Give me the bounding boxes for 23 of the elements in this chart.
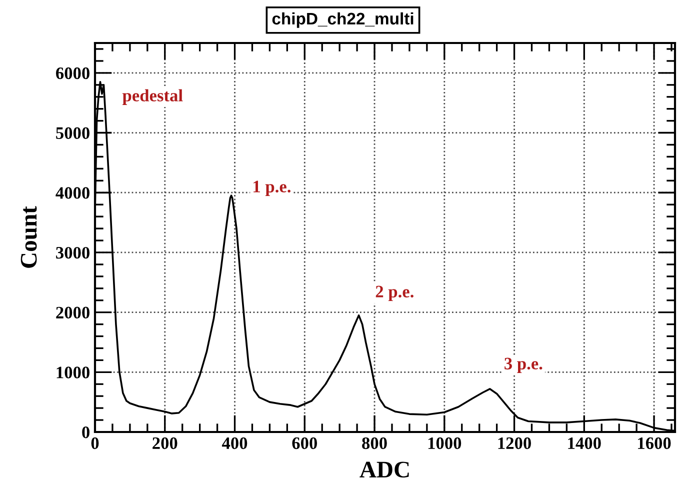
- x-tick-label: 1600: [638, 437, 671, 450]
- annotation: 3 p.e.: [504, 358, 542, 373]
- x-tick-label: 0: [91, 437, 99, 450]
- y-axis-title: Count: [20, 206, 37, 268]
- y-tick-label: 0: [82, 426, 90, 438]
- x-tick-label: 800: [362, 437, 387, 450]
- annotation: 1 p.e.: [254, 180, 290, 196]
- x-tick-label: 1000: [428, 437, 462, 450]
- y-tick-label: 1000: [56, 366, 90, 378]
- annotation: 2 p.e.: [376, 286, 414, 301]
- x-tick-label: 600: [292, 437, 317, 450]
- x-tick-label: 1200: [498, 437, 531, 450]
- x-tick-label: 400: [222, 437, 248, 450]
- y-tick-label: 2000: [56, 306, 90, 318]
- annotation: pedestal: [122, 89, 183, 105]
- y-tick-label: 5000: [56, 127, 90, 139]
- y-tick-label: 3000: [56, 246, 90, 259]
- x-axis-title: ADC: [360, 462, 409, 478]
- x-tick-label: 200: [152, 437, 178, 450]
- y-tick-label: 4000: [56, 187, 90, 199]
- x-tick-label: 1400: [568, 437, 601, 450]
- chart-title: chipD_ch22_multi: [272, 12, 414, 28]
- y-tick-label: 6000: [56, 67, 90, 80]
